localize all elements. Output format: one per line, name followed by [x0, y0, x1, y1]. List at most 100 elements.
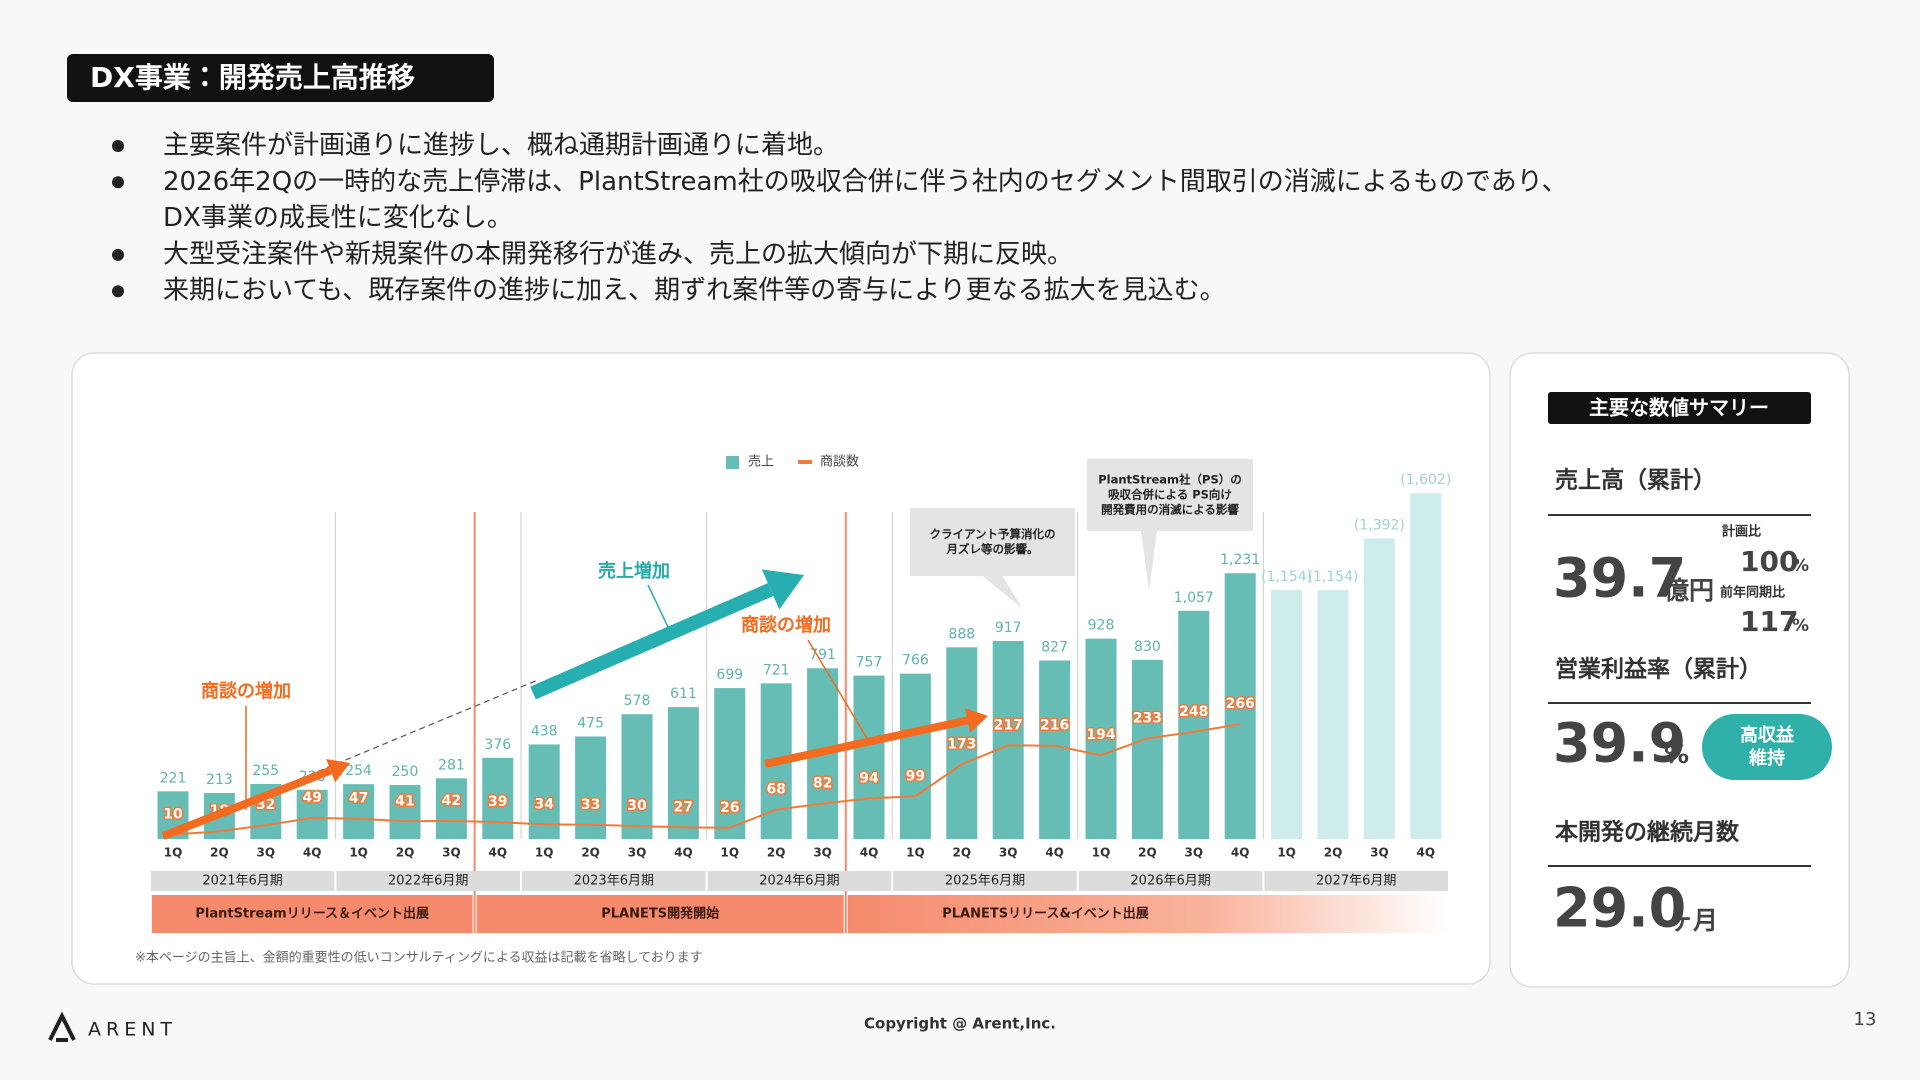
line-value-label: 41 — [395, 793, 414, 809]
x-tick-label: 1Q — [721, 846, 740, 860]
bar-value-label: (1,154) — [1307, 569, 1358, 585]
bar-value-label: 281 — [438, 757, 465, 773]
badge — [1702, 714, 1832, 780]
line-value-label: 248 — [1179, 704, 1208, 720]
yoy-value: 117 — [1740, 605, 1798, 638]
summary-card — [1509, 352, 1850, 988]
annotation-connector — [807, 639, 869, 741]
bar-value-label: 475 — [577, 715, 604, 731]
legend-swatch — [726, 456, 739, 469]
x-tick-label: 3Q — [1370, 846, 1389, 860]
sales-unit: 億円 — [1663, 576, 1714, 605]
x-tick-label: 2Q — [396, 846, 415, 860]
percent: % — [1792, 616, 1809, 636]
event-label: PLANETS開発開始 — [601, 906, 719, 922]
bar — [714, 688, 746, 839]
year-label: 2022年6月期 — [388, 874, 468, 889]
bar-value-label: 827 — [1041, 639, 1068, 655]
trend-arrow-head — [965, 708, 988, 733]
x-tick-label: 2Q — [581, 846, 600, 860]
bullet-dot — [112, 248, 124, 261]
trend-arrow — [764, 716, 969, 768]
line-value-label: 216 — [1040, 718, 1069, 734]
callout-pointer — [1141, 531, 1157, 590]
annotation: 商談の増加 — [201, 680, 291, 702]
bar — [1410, 493, 1442, 839]
bullet-text: 来期においても、既存案件の進捗に加え、期ずれ案件等の寄与により更なる拡大を見込む… — [163, 276, 1226, 306]
bar — [946, 647, 978, 839]
bar-value-label: 255 — [252, 763, 279, 779]
callout-text: 月ズレ等の影響。 — [946, 542, 1039, 556]
bar — [853, 675, 885, 839]
year-label: 2025年6月期 — [945, 874, 1025, 889]
slide-title: DX事業：開発売上高推移 — [90, 61, 415, 94]
x-tick-label: 1Q — [906, 846, 925, 860]
line-series — [172, 723, 1241, 836]
event-banner — [847, 895, 1447, 933]
bar-value-label: 213 — [206, 772, 233, 788]
year-label: 2023年6月期 — [574, 874, 654, 889]
bar — [899, 673, 931, 839]
line-value-label: 99 — [906, 768, 925, 784]
line-value-label: 26 — [720, 800, 739, 816]
line-value-label: 82 — [813, 776, 832, 792]
bar — [482, 757, 514, 839]
bullet-text: 主要案件が計画通りに進捗し、概ね通期計画通りに着地。 — [163, 131, 839, 161]
bullets: 主要案件が計画通りに進捗し、概ね通期計画通りに着地。 2026年2Qの一時的な売上… — [112, 131, 1568, 306]
bar-value-label: 221 — [160, 770, 187, 786]
bar-value-label: 766 — [902, 653, 929, 669]
line-value-label: 10 — [163, 807, 183, 823]
bar-value-label: 888 — [948, 626, 975, 642]
bar-value-label: 376 — [484, 737, 511, 753]
bullet-text: 大型受注案件や新規案件の本開発移行が進み、売上の拡大傾向が下期に反映。 — [163, 239, 1073, 269]
year-box — [1078, 871, 1263, 891]
dashed-trend — [169, 679, 539, 834]
x-tick-label: 3Q — [999, 846, 1018, 860]
plan-label: 計画比 — [1722, 524, 1761, 540]
event-label: PLANETSリリース&イベント出展 — [942, 906, 1150, 922]
x-tick-label: 3Q — [442, 846, 461, 860]
bar-value-label: 250 — [392, 764, 419, 780]
copyright: Copyright @ Arent,Inc. — [864, 1015, 1056, 1033]
bar-value-label: 830 — [1134, 639, 1161, 655]
year-box — [522, 871, 706, 891]
annotation: 売上増加 — [598, 560, 670, 582]
bar — [1317, 589, 1349, 839]
year-label: 2021年6月期 — [202, 874, 282, 889]
year-label: 2024年6月期 — [759, 874, 839, 889]
line-value-label: 47 — [349, 791, 368, 807]
bullet-dot — [112, 285, 124, 298]
x-tick-label: 2Q — [210, 846, 229, 860]
logo-mark — [48, 1011, 76, 1042]
bar-value-label: 699 — [716, 667, 743, 683]
bar-value-label: 1,231 — [1220, 552, 1260, 568]
trend-arrow-head — [326, 758, 350, 783]
title-box — [67, 54, 494, 102]
bar-value-label: (1,392) — [1354, 517, 1405, 533]
line-value-label: 68 — [766, 782, 785, 798]
summary-title-box — [1548, 392, 1811, 424]
bullet-dot — [112, 176, 124, 189]
x-tick-label: 1Q — [164, 846, 183, 860]
x-tick-label: 4Q — [1045, 846, 1064, 860]
annotation-connector — [647, 584, 669, 628]
x-tick-label: 1Q — [1277, 846, 1296, 860]
x-tick-label: 2Q — [1138, 846, 1157, 860]
line-value-label: 49 — [302, 790, 321, 806]
badge-text: 維持 — [1748, 747, 1785, 769]
footnote: ※本ページの主旨上、金額的重要性の低いコンサルティングによる収益は記載を省略して… — [135, 950, 703, 966]
trend-arrow — [530, 583, 774, 700]
year-box — [150, 871, 335, 891]
bar — [343, 784, 375, 839]
x-tick-label: 4Q — [1231, 846, 1250, 860]
bar-value-label: (1,602) — [1400, 472, 1451, 488]
x-tick-label: 4Q — [303, 846, 322, 860]
bar — [1271, 589, 1303, 839]
x-tick-label: 2Q — [1324, 846, 1343, 860]
x-tick-label: 2Q — [767, 846, 786, 860]
yoy-label: 前年同期比 — [1720, 585, 1785, 601]
bar-value-label: 721 — [763, 662, 790, 678]
percent: % — [1664, 740, 1689, 769]
bar-value-label: 578 — [624, 693, 651, 709]
legend-label: 商談数 — [820, 454, 859, 470]
